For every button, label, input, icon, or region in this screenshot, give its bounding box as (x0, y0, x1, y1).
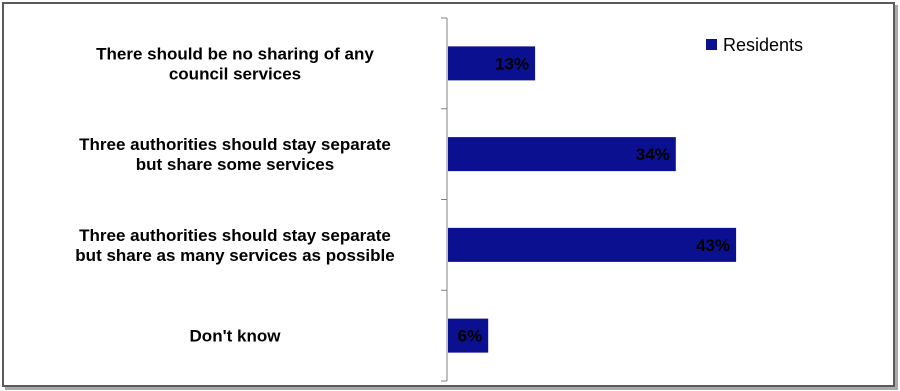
bar-3 (448, 227, 737, 262)
bar-2 (448, 137, 676, 172)
bar-1 (448, 46, 536, 81)
category-label-1: council services (169, 64, 301, 83)
category-label-3: but share as many services as possible (75, 246, 394, 265)
data-label-2: 34% (636, 145, 670, 164)
category-label-4: Don't know (190, 327, 282, 346)
legend-swatch (706, 39, 717, 50)
bar-4 (448, 318, 489, 353)
category-label-1: There should be no sharing of any (96, 44, 374, 63)
data-label-3: 43% (696, 236, 730, 255)
category-label-3: Three authorities should stay separate (79, 226, 391, 245)
category-label-2: Three authorities should stay separate (79, 135, 391, 154)
legend-label: Residents (723, 35, 803, 55)
data-label-4: 6% (458, 327, 483, 346)
category-label-2: but share some services (136, 155, 334, 174)
chart-border (2, 2, 895, 387)
data-label-1: 13% (495, 54, 529, 73)
